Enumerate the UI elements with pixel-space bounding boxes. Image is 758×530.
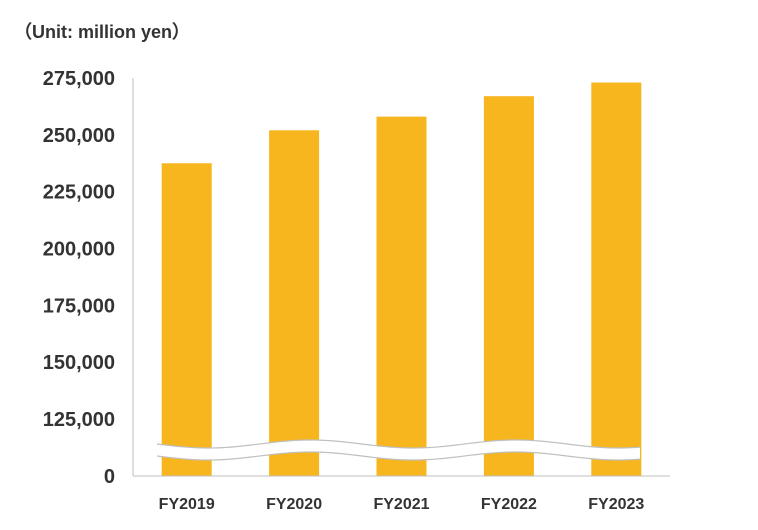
bar-FY2022: [483, 96, 534, 476]
axis-break-band: [157, 440, 640, 460]
x-category-labels: FY2019 FY2020 FY2021 FY2022 FY2023: [159, 496, 645, 513]
y-tick-label: 0: [104, 466, 115, 488]
bar-FY2023: [591, 82, 642, 477]
bars-group: [161, 82, 642, 477]
x-tick-label: FY2023: [588, 496, 644, 513]
y-tick-label: 125,000: [43, 409, 115, 431]
unit-label: （Unit: million yen）: [14, 22, 191, 42]
bar-FY2020: [269, 130, 320, 476]
x-tick-label: FY2021: [373, 496, 429, 513]
x-tick-label: FY2022: [481, 496, 537, 513]
x-tick-label: FY2019: [159, 496, 215, 513]
y-tick-label: 175,000: [43, 295, 115, 317]
y-tick-label: 200,000: [43, 239, 115, 261]
axes-group: [132, 78, 670, 477]
axis-break-lower-line: [156, 451, 641, 461]
y-tick-label: 225,000: [43, 182, 115, 204]
y-tick-label: 275,000: [43, 68, 115, 90]
y-tick-label: 250,000: [43, 125, 115, 147]
axis-break-upper-line: [156, 439, 641, 449]
y-tick-labels: 0 125,000 150,000 175,000 200,000 225,000 250,…: [43, 68, 115, 488]
bar-FY2019: [161, 163, 212, 476]
bar-FY2021: [376, 116, 427, 476]
y-tick-label: 150,000: [43, 352, 115, 374]
axis-break-group: [156, 439, 641, 461]
x-tick-label: FY2020: [266, 496, 322, 513]
